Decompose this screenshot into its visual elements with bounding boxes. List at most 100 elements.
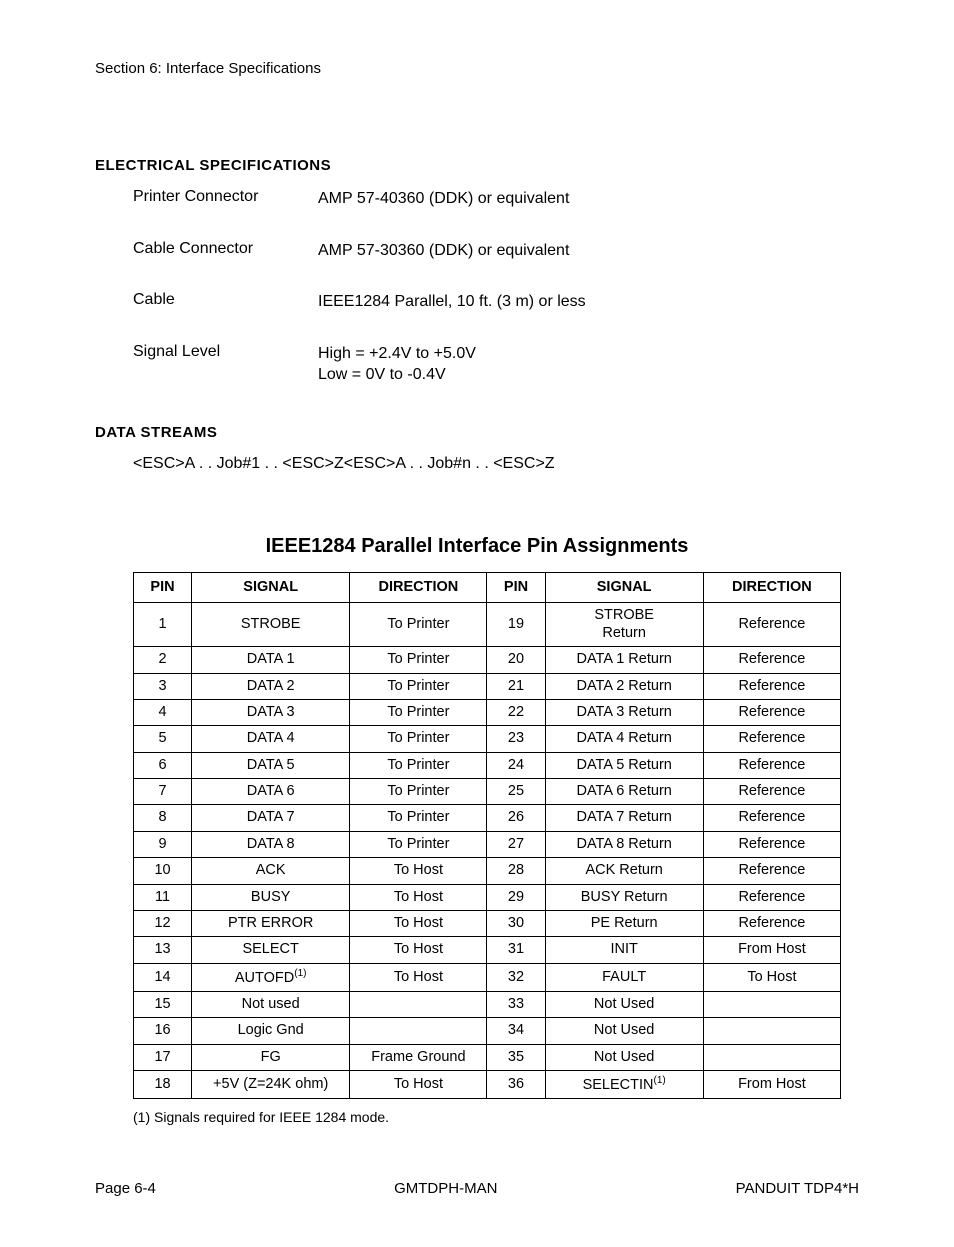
table-cell: Not used bbox=[192, 992, 350, 1018]
table-cell: 5 bbox=[134, 726, 192, 752]
section-header: Section 6: Interface Specifications bbox=[95, 60, 859, 77]
table-cell: 36 bbox=[487, 1071, 545, 1099]
table-row: 10ACKTo Host28ACK ReturnReference bbox=[134, 858, 841, 884]
footer-right: PANDUIT TDP4*H bbox=[736, 1180, 859, 1197]
table-cell bbox=[350, 992, 487, 1018]
table-cell: Reference bbox=[703, 831, 840, 857]
table-cell: 22 bbox=[487, 699, 545, 725]
table-cell: FAULT bbox=[545, 963, 703, 991]
table-cell: 19 bbox=[487, 603, 545, 647]
table-header-cell: DIRECTION bbox=[350, 572, 487, 602]
table-cell: To Printer bbox=[350, 699, 487, 725]
table-cell: 13 bbox=[134, 937, 192, 963]
table-cell: 34 bbox=[487, 1018, 545, 1044]
table-cell: Reference bbox=[703, 603, 840, 647]
table-row: 4DATA 3To Printer22DATA 3 ReturnReferenc… bbox=[134, 699, 841, 725]
table-cell: SELECT bbox=[192, 937, 350, 963]
table-cell: Reference bbox=[703, 647, 840, 673]
table-row: 2DATA 1To Printer20DATA 1 ReturnReferenc… bbox=[134, 647, 841, 673]
table-row: 12PTR ERRORTo Host30PE ReturnReference bbox=[134, 911, 841, 937]
table-cell: To Host bbox=[350, 963, 487, 991]
table-cell: Reference bbox=[703, 699, 840, 725]
table-cell: To Printer bbox=[350, 779, 487, 805]
table-cell bbox=[703, 1044, 840, 1070]
table-row: 8DATA 7To Printer26DATA 7 ReturnReferenc… bbox=[134, 805, 841, 831]
table-cell: 8 bbox=[134, 805, 192, 831]
table-cell: 9 bbox=[134, 831, 192, 857]
table-cell: 21 bbox=[487, 673, 545, 699]
streams-line: <ESC>A . . Job#1 . . <ESC>Z<ESC>A . . Jo… bbox=[133, 455, 859, 473]
table-cell: STROBEReturn bbox=[545, 603, 703, 647]
streams-heading: DATA STREAMS bbox=[95, 424, 859, 441]
table-cell: 29 bbox=[487, 884, 545, 910]
table-cell: 12 bbox=[134, 911, 192, 937]
table-cell: DATA 4 bbox=[192, 726, 350, 752]
table-cell bbox=[350, 1018, 487, 1044]
table-cell: INIT bbox=[545, 937, 703, 963]
table-cell: Not Used bbox=[545, 992, 703, 1018]
table-cell: 10 bbox=[134, 858, 192, 884]
table-header-cell: PIN bbox=[134, 572, 192, 602]
table-row: 7DATA 6To Printer25DATA 6 ReturnReferenc… bbox=[134, 779, 841, 805]
table-cell: PE Return bbox=[545, 911, 703, 937]
table-cell: DATA 4 Return bbox=[545, 726, 703, 752]
pin-table-title: IEEE1284 Parallel Interface Pin Assignme… bbox=[95, 535, 859, 558]
table-cell: From Host bbox=[703, 1071, 840, 1099]
table-cell: DATA 6 bbox=[192, 779, 350, 805]
table-cell: To Host bbox=[350, 884, 487, 910]
table-row: 11BUSYTo Host29BUSY ReturnReference bbox=[134, 884, 841, 910]
table-cell: 6 bbox=[134, 752, 192, 778]
electrical-heading: ELECTRICAL SPECIFICATIONS bbox=[95, 157, 859, 174]
table-cell: DATA 6 Return bbox=[545, 779, 703, 805]
table-cell: 7 bbox=[134, 779, 192, 805]
spec-row: Cable ConnectorAMP 57-30360 (DDK) or equ… bbox=[133, 240, 859, 262]
table-cell: 11 bbox=[134, 884, 192, 910]
table-cell: DATA 2 Return bbox=[545, 673, 703, 699]
table-cell: Logic Gnd bbox=[192, 1018, 350, 1044]
table-cell: 14 bbox=[134, 963, 192, 991]
table-cell: 32 bbox=[487, 963, 545, 991]
spec-row: Printer ConnectorAMP 57-40360 (DDK) or e… bbox=[133, 188, 859, 210]
pin-assignments-table: PINSIGNALDIRECTIONPINSIGNALDIRECTION 1ST… bbox=[133, 572, 841, 1099]
table-cell: DATA 1 Return bbox=[545, 647, 703, 673]
table-cell: ACK Return bbox=[545, 858, 703, 884]
table-header-cell: DIRECTION bbox=[703, 572, 840, 602]
table-cell: To Host bbox=[350, 937, 487, 963]
table-cell: 25 bbox=[487, 779, 545, 805]
table-cell: Reference bbox=[703, 858, 840, 884]
table-cell: 31 bbox=[487, 937, 545, 963]
table-cell: Reference bbox=[703, 911, 840, 937]
table-row: 17FGFrame Ground35Not Used bbox=[134, 1044, 841, 1070]
table-cell: DATA 3 Return bbox=[545, 699, 703, 725]
spec-row: CableIEEE1284 Parallel, 10 ft. (3 m) or … bbox=[133, 291, 859, 313]
spec-value: AMP 57-30360 (DDK) or equivalent bbox=[318, 240, 569, 262]
table-cell: DATA 5 Return bbox=[545, 752, 703, 778]
table-cell: To Host bbox=[350, 911, 487, 937]
table-cell: 33 bbox=[487, 992, 545, 1018]
table-cell: 30 bbox=[487, 911, 545, 937]
table-cell: To Host bbox=[703, 963, 840, 991]
table-cell bbox=[703, 992, 840, 1018]
table-cell: 3 bbox=[134, 673, 192, 699]
table-cell: 16 bbox=[134, 1018, 192, 1044]
table-cell: FG bbox=[192, 1044, 350, 1070]
spec-value: AMP 57-40360 (DDK) or equivalent bbox=[318, 188, 569, 210]
table-cell: To Printer bbox=[350, 603, 487, 647]
table-cell: To Printer bbox=[350, 673, 487, 699]
table-cell: 18 bbox=[134, 1071, 192, 1099]
table-header-cell: PIN bbox=[487, 572, 545, 602]
table-row: 3DATA 2To Printer21DATA 2 ReturnReferenc… bbox=[134, 673, 841, 699]
table-cell: DATA 3 bbox=[192, 699, 350, 725]
table-cell: To Printer bbox=[350, 805, 487, 831]
spec-value: High = +2.4V to +5.0V Low = 0V to -0.4V bbox=[318, 343, 476, 386]
table-row: 6DATA 5To Printer24DATA 5 ReturnReferenc… bbox=[134, 752, 841, 778]
spec-label: Signal Level bbox=[133, 343, 318, 386]
table-row: 16Logic Gnd34Not Used bbox=[134, 1018, 841, 1044]
table-cell: To Printer bbox=[350, 726, 487, 752]
spec-label: Cable bbox=[133, 291, 318, 313]
table-cell: Reference bbox=[703, 805, 840, 831]
table-cell: 27 bbox=[487, 831, 545, 857]
table-cell: BUSY Return bbox=[545, 884, 703, 910]
table-cell: 35 bbox=[487, 1044, 545, 1070]
table-footnote: (1) Signals required for IEEE 1284 mode. bbox=[133, 1109, 859, 1125]
